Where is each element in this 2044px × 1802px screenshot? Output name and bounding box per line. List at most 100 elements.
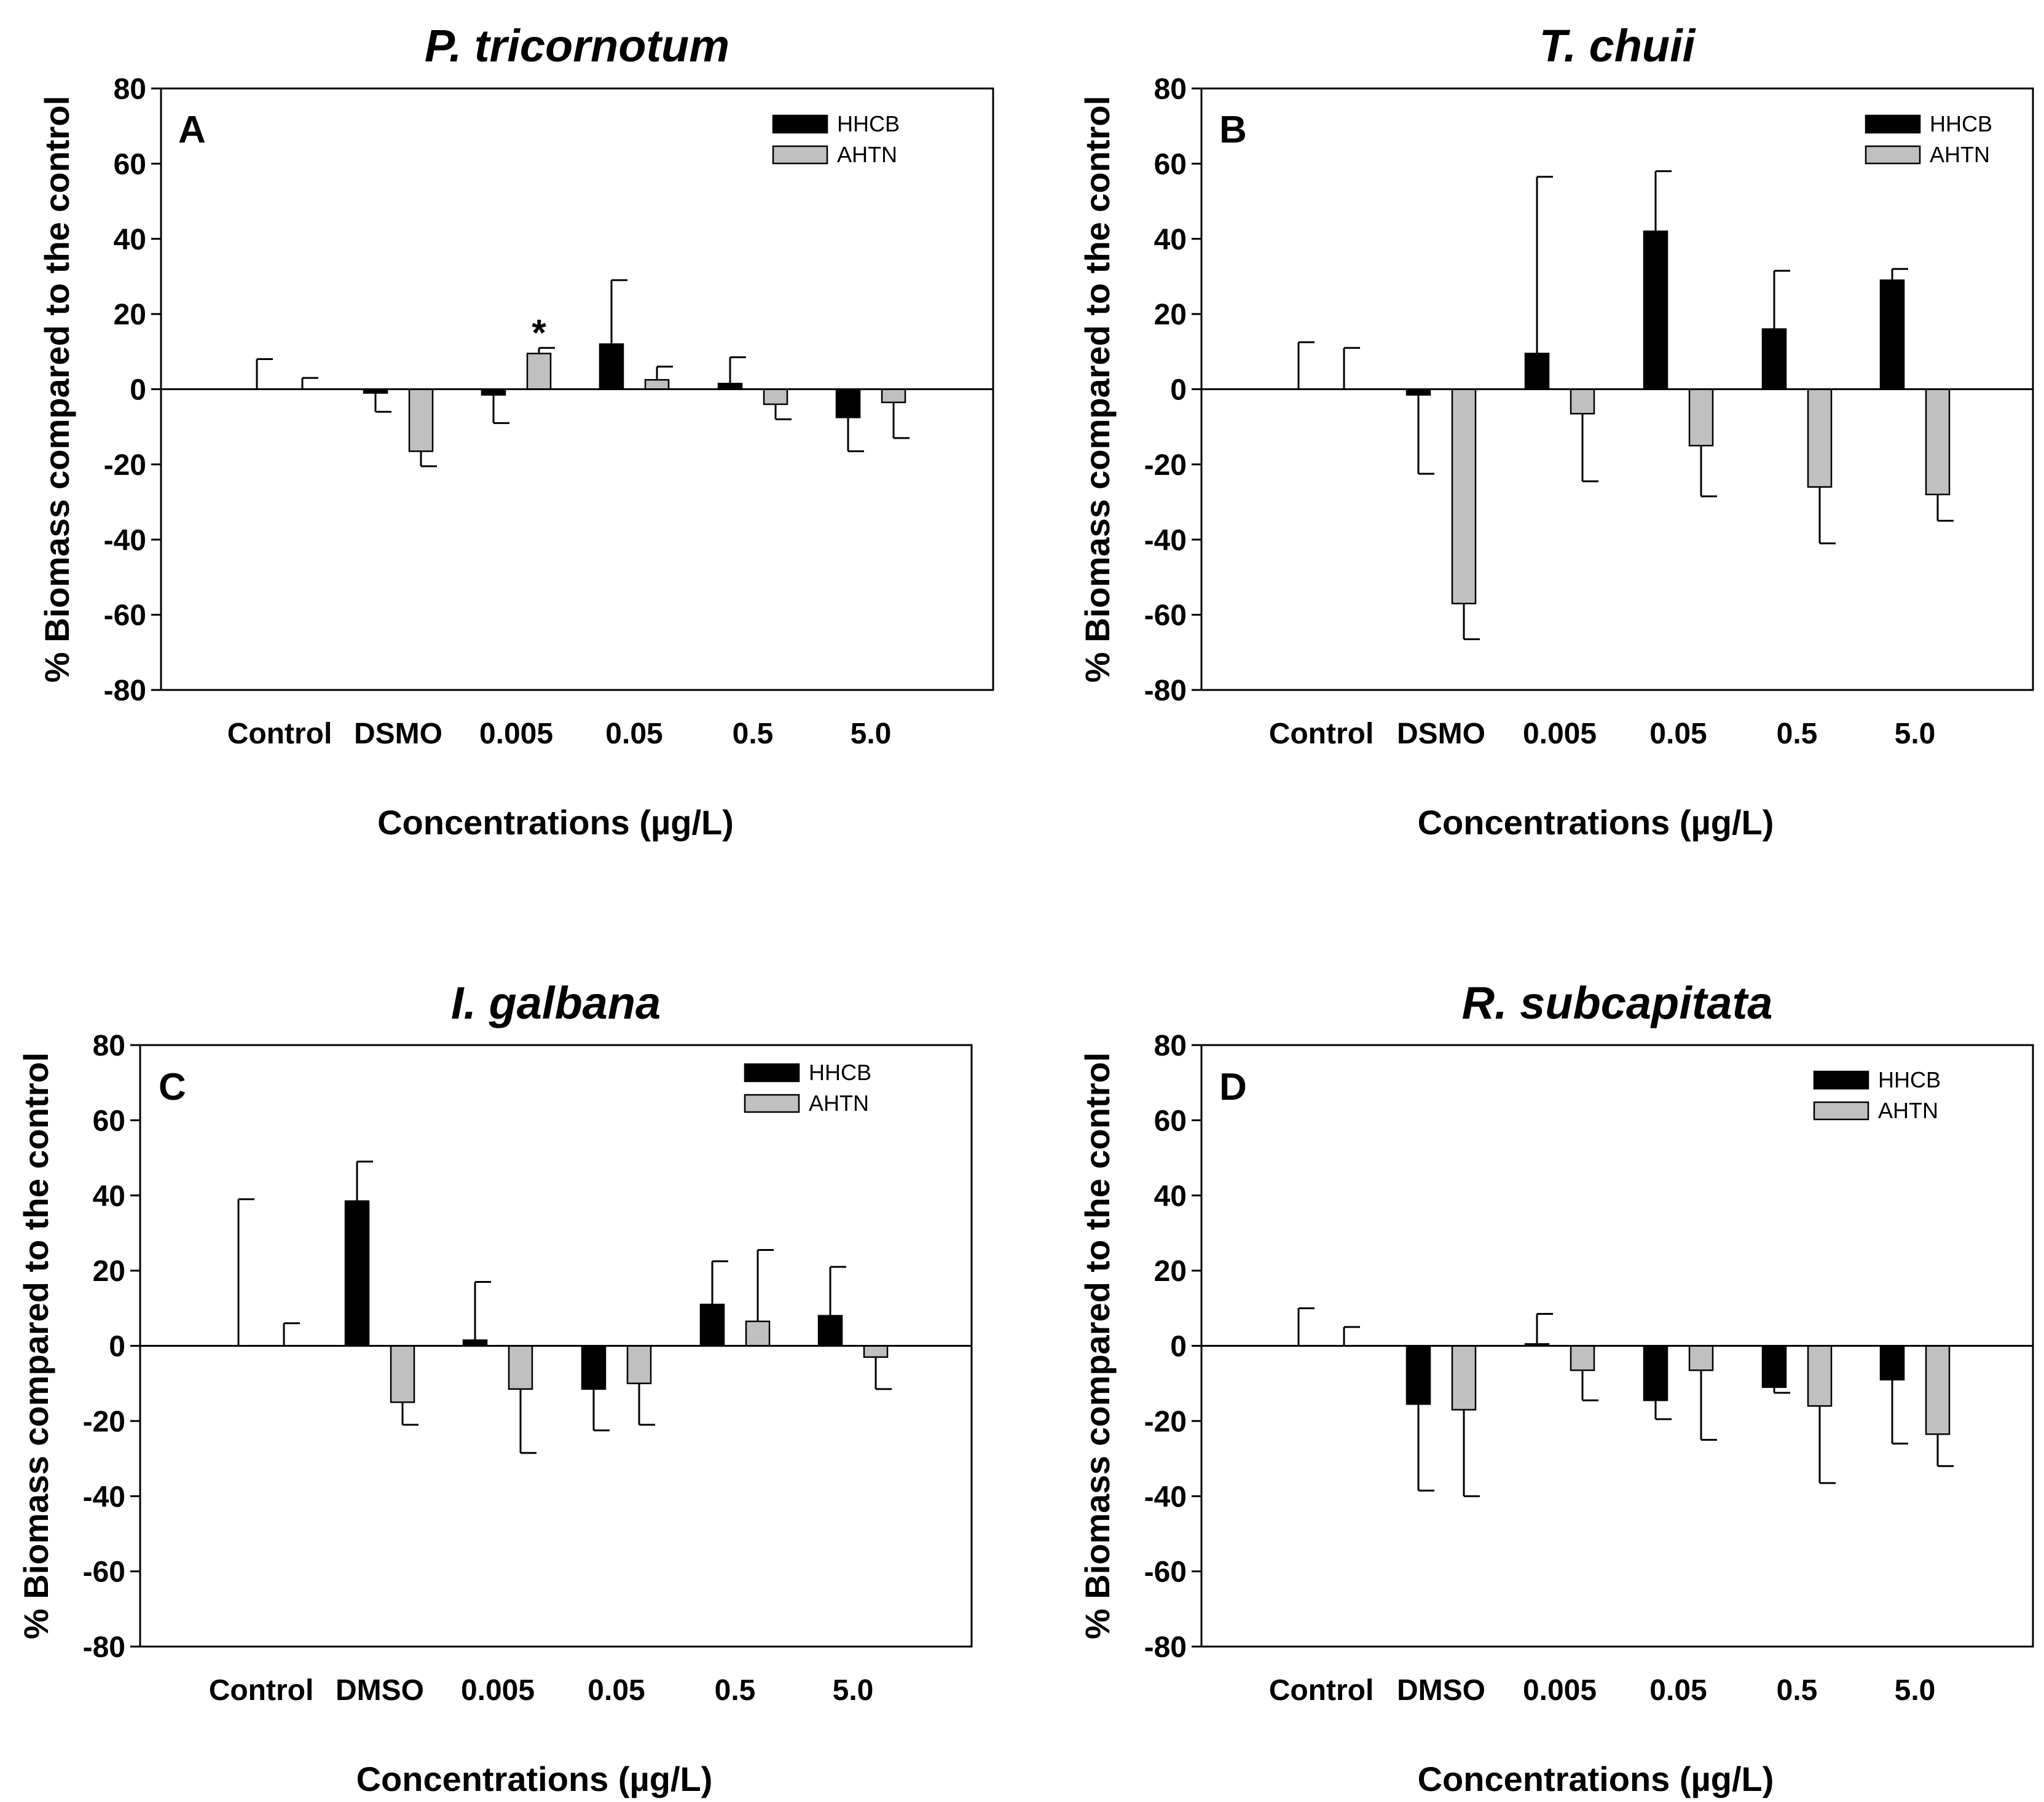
y-tick-label: 0 [1170,374,1187,407]
legend-label-hhcb: HHCB [837,111,900,136]
bar-hhcb-5 [1879,279,1905,390]
legend-label-ahtn: AHTN [1930,142,1990,167]
significance-marker: * [532,312,546,353]
x-tick-label: 0.05 [1649,718,1707,750]
bar-hhcb-4 [699,1303,725,1347]
legend-swatch-hhcb [1865,114,1921,134]
legend-label-ahtn: AHTN [809,1091,869,1116]
y-tick-label: -20 [83,1406,125,1438]
legend-swatch-ahtn [772,145,828,165]
legend-swatch-hhcb [1813,1070,1869,1090]
bar-hhcb-5 [835,388,861,418]
bar-hhcb-5 [1879,1345,1905,1381]
y-tick-label: -40 [104,524,146,557]
x-tick-label: DMSO [336,1674,424,1707]
y-tick-label: 40 [1154,224,1187,256]
x-axis-label: Concentrations (µg/L) [1418,1760,1774,1798]
x-tick-label: 0.5 [1777,718,1818,750]
y-tick-label: -80 [1144,1631,1187,1664]
legend-label-hhcb: HHCB [1930,111,1992,136]
panel-b: T. chuii 80 60 40 20 0 -20 -40 -60 -80 % Biomass c… [1078,20,2034,842]
bar-hhcb-3 [599,343,624,390]
y-tick-label: -60 [104,600,146,632]
x-tick-label: Control [1269,1674,1374,1707]
y-tick-label: 40 [93,1180,125,1213]
panel-letter: C [159,1066,186,1108]
bar-hhcb-3 [581,1345,607,1390]
bar-hhcb-3 [1643,230,1669,390]
panel-d: R. subcapitata 80 60 40 20 0 -20 -40 -60 -80 % Bio… [1078,977,2034,1798]
y-tick-label: 20 [1154,1255,1187,1288]
y-tick-label: -80 [1144,675,1187,707]
bar-ahtn-5 [1925,388,1951,496]
y-tick-label: 60 [114,148,146,181]
bar-ahtn-2 [526,353,552,390]
y-tick-label: -40 [1144,524,1187,557]
x-tick-label: 5.0 [833,1674,874,1707]
y-tick-label: 80 [1154,1030,1187,1062]
y-tick-label: 40 [1154,1180,1187,1213]
x-tick-label: 0.05 [1649,1674,1707,1707]
bar-ahtn-2 [1570,1345,1595,1371]
chart-title: I. galbana [451,977,661,1028]
bar-ahtn-3 [1688,388,1714,447]
bar-ahtn-2 [1570,388,1595,415]
y-tick-label: -80 [104,675,146,707]
y-tick-label: -20 [1144,449,1187,482]
y-axis-label: % Biomass compared to the control [17,1052,55,1639]
x-axis-label: Concentrations (µg/L) [1418,803,1774,842]
chart-title: R. subcapitata [1462,977,1773,1028]
panel-c: I. galbana 80 60 40 20 0 -20 -40 -60 -80 % Biomass… [17,977,973,1798]
x-tick-label: 5.0 [1895,1674,1936,1707]
y-axis-label: % Biomass compared to the control [37,96,76,683]
bar-ahtn-4 [745,1320,771,1347]
panel-a: P. tricornotum 80 60 40 20 0 -20 -40 -60 -80 % Bio… [37,20,994,842]
panel-letter: B [1219,109,1247,151]
x-tick-label: 0.005 [479,718,553,750]
bar-ahtn-2 [508,1345,533,1390]
x-tick-label: 0.5 [715,1674,756,1707]
y-tick-label: -80 [83,1631,125,1664]
bar-ahtn-5 [863,1345,889,1358]
y-axis-label: % Biomass compared to the control [1078,96,1117,683]
bar-ahtn-5 [1925,1345,1951,1435]
y-axis-label: % Biomass compared to the control [1078,1052,1117,1639]
bar-ahtn-4 [1807,1345,1833,1407]
y-tick-label: -60 [1144,600,1187,632]
legend-swatch-ahtn [1813,1101,1869,1121]
bar-ahtn-3 [1688,1345,1714,1371]
legend: HHCB AHTN [1865,111,1992,167]
bar-hhcb-5 [817,1315,843,1347]
x-tick-label: Control [227,718,332,750]
x-tick-label: 5.0 [851,718,892,750]
bar-hhcb-4 [1761,328,1787,390]
bar-ahtn-3 [626,1345,652,1384]
x-tick-label: Control [209,1674,314,1707]
bar-hhcb-3 [1643,1345,1669,1401]
x-tick-label: 0.005 [1523,718,1597,750]
x-tick-label: Control [1269,718,1374,750]
y-tick-label: -60 [1144,1556,1187,1589]
bar-ahtn-1 [1451,388,1477,605]
panel-letter: A [178,109,206,151]
bar-hhcb-2 [1524,353,1550,390]
legend-label-hhcb: HHCB [1878,1067,1941,1092]
y-tick-label: 0 [1170,1331,1187,1363]
legend-swatch-hhcb [772,114,828,134]
y-tick-label: 80 [93,1030,125,1062]
y-tick-label: 20 [114,299,146,331]
legend-label-ahtn: AHTN [837,142,897,167]
panel-letter: D [1219,1066,1247,1108]
y-tick-label: 20 [93,1255,125,1288]
bar-ahtn-1 [408,388,434,452]
bar-ahtn-4 [763,388,788,405]
bar-hhcb-1 [1405,1345,1431,1405]
y-tick-label: 60 [1154,148,1187,181]
y-tick-label: 40 [114,224,146,256]
x-tick-label: 5.0 [1895,718,1936,750]
y-tick-label: 20 [1154,299,1187,331]
bar-hhcb-4 [1761,1345,1787,1389]
x-tick-label: 0.5 [1777,1674,1818,1707]
legend: HHCB AHTN [744,1060,871,1116]
bar-hhcb-1 [344,1200,370,1347]
